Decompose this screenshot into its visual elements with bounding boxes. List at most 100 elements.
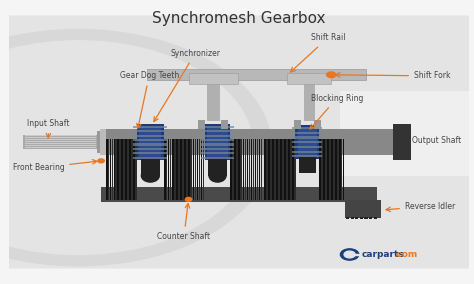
Bar — [189, 72, 238, 84]
Bar — [288, 72, 331, 84]
Circle shape — [344, 251, 355, 258]
Bar — [201, 139, 202, 200]
Bar — [340, 91, 472, 176]
Bar — [294, 139, 296, 200]
Text: carparts: carparts — [362, 250, 405, 259]
Bar — [191, 139, 192, 200]
Bar — [329, 139, 331, 200]
Bar — [235, 139, 237, 200]
Bar — [133, 156, 167, 159]
Text: Front Bearing: Front Bearing — [12, 160, 97, 172]
Bar — [201, 156, 234, 159]
Bar — [207, 127, 228, 157]
Text: Gear Dog Teeth: Gear Dog Teeth — [119, 71, 179, 128]
Bar — [201, 130, 234, 132]
Bar — [101, 129, 402, 155]
Bar — [209, 159, 227, 176]
Bar — [137, 124, 164, 160]
Bar — [133, 135, 167, 137]
Bar — [133, 152, 167, 154]
Text: Blocking Ring: Blocking Ring — [310, 94, 363, 129]
Bar — [133, 139, 167, 141]
Bar — [111, 139, 113, 200]
Bar — [251, 139, 253, 200]
Bar — [23, 135, 99, 149]
Bar — [127, 139, 129, 200]
Bar — [133, 139, 135, 200]
Bar — [201, 152, 234, 154]
Bar — [365, 216, 367, 219]
Bar — [119, 139, 121, 200]
Bar — [172, 139, 173, 200]
Bar — [121, 139, 123, 200]
Bar — [181, 139, 182, 200]
Bar — [272, 139, 274, 200]
Bar — [118, 139, 119, 200]
Bar — [199, 139, 201, 200]
Bar — [333, 139, 335, 200]
Bar — [292, 146, 322, 148]
Ellipse shape — [209, 169, 227, 183]
Text: Output Shaft: Output Shaft — [412, 136, 461, 145]
Bar — [253, 139, 255, 200]
Bar — [238, 139, 240, 200]
Bar — [180, 139, 181, 200]
Bar — [114, 139, 115, 200]
Bar — [189, 139, 191, 200]
Bar — [255, 139, 256, 200]
Bar — [246, 139, 248, 200]
Bar — [286, 139, 288, 200]
Bar — [264, 139, 266, 200]
Bar — [350, 254, 360, 255]
Bar — [187, 139, 189, 200]
Bar — [205, 124, 230, 160]
Bar — [261, 139, 263, 200]
Bar — [133, 148, 167, 150]
Bar — [173, 139, 174, 200]
Bar — [288, 139, 290, 200]
Bar — [314, 120, 320, 128]
Bar — [187, 139, 188, 200]
Bar — [292, 151, 322, 153]
Bar — [248, 139, 250, 200]
Bar — [201, 148, 234, 150]
Bar — [25, 141, 97, 142]
Bar — [174, 139, 176, 200]
Text: Reverse Idler: Reverse Idler — [386, 202, 455, 212]
Bar — [351, 216, 354, 219]
Bar — [276, 139, 278, 200]
Bar — [237, 139, 238, 200]
Bar — [270, 139, 272, 200]
Bar — [147, 70, 366, 80]
Bar — [268, 139, 270, 200]
Bar — [259, 139, 261, 200]
Bar — [278, 139, 280, 200]
Bar — [168, 139, 169, 200]
Bar — [325, 139, 327, 200]
Bar — [256, 139, 258, 200]
Bar — [245, 139, 246, 200]
Bar — [176, 139, 178, 200]
Bar — [339, 139, 340, 200]
Bar — [292, 132, 322, 134]
Bar — [292, 137, 322, 139]
Bar — [319, 139, 321, 200]
Bar — [133, 143, 167, 146]
Bar — [266, 139, 268, 200]
Circle shape — [327, 72, 336, 78]
FancyBboxPatch shape — [0, 15, 474, 269]
Bar — [295, 125, 319, 159]
Bar — [170, 139, 172, 200]
Bar — [177, 139, 179, 200]
Circle shape — [185, 197, 192, 201]
Bar — [125, 139, 127, 200]
Circle shape — [0, 41, 253, 254]
Bar — [98, 131, 106, 153]
Text: Shift Rail: Shift Rail — [291, 34, 345, 72]
Bar — [345, 201, 381, 218]
Bar — [360, 216, 363, 219]
Bar — [101, 187, 377, 202]
Bar — [108, 139, 109, 200]
Bar — [207, 79, 220, 121]
Bar — [25, 139, 97, 140]
